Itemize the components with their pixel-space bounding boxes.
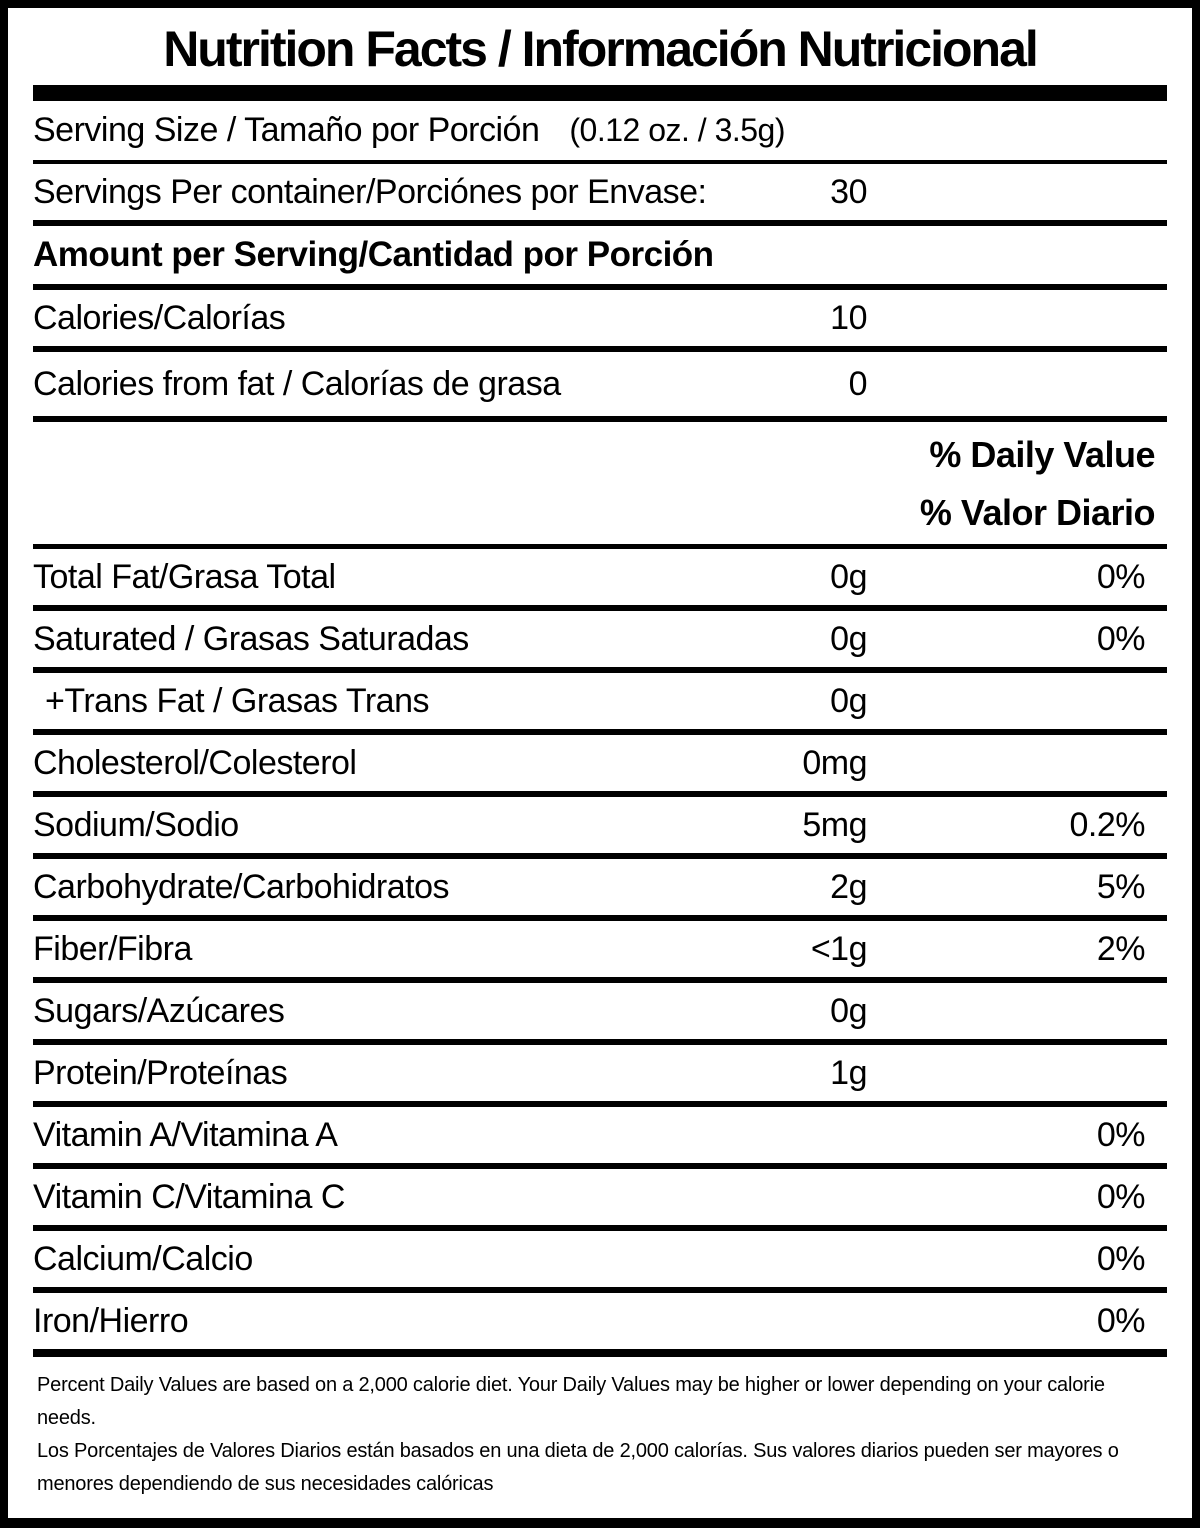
serving-size-row: Serving Size / Tamaño por Porción (0.12 …: [33, 101, 1167, 164]
calories-from-fat-row: Calories from fat / Calorías de grasa 0: [33, 352, 1167, 422]
nutrient-amount: 0g: [830, 991, 867, 1030]
nutrient-row-vitamin-c: Vitamin C/Vitamina C 0%: [33, 1169, 1167, 1231]
nutrient-amount: 1g: [830, 1053, 867, 1092]
nutrient-label: Vitamin A/Vitamina A: [33, 1115, 338, 1154]
nutrient-label: Vitamin C/Vitamina C: [33, 1177, 345, 1216]
nutrient-row-fiber: Fiber/Fibra <1g 2%: [33, 921, 1167, 983]
nutrient-row-calcium: Calcium/Calcio 0%: [33, 1231, 1167, 1293]
calories-label: Calories/Calorías: [33, 298, 286, 337]
servings-per-container-label: Servings Per container/Porciónes por Env…: [33, 172, 707, 211]
servings-per-container-value: 30: [830, 172, 867, 211]
nutrient-row-cholesterol: Cholesterol/Colesterol 0mg: [33, 735, 1167, 797]
nutrient-row-vitamin-a: Vitamin A/Vitamina A 0%: [33, 1107, 1167, 1169]
nutrient-amount: 0mg: [802, 743, 867, 782]
nutrient-percent: 0%: [1096, 557, 1146, 596]
daily-value-header: % Daily Value % Valor Diario: [33, 422, 1167, 549]
nutrient-amount: <1g: [810, 929, 868, 968]
nutrient-percent: 0%: [1096, 1301, 1146, 1340]
nutrient-amount: 0g: [830, 557, 867, 596]
nutrient-percent: 0%: [1096, 1115, 1146, 1154]
footnote-en: Percent Daily Values are based on a 2,00…: [37, 1374, 1105, 1429]
servings-per-container-row: Servings Per container/Porciónes por Env…: [33, 164, 1167, 226]
nutrient-percent: 0%: [1096, 1177, 1146, 1216]
nutrient-amount: 5mg: [802, 805, 867, 844]
daily-value-header-es: % Valor Diario: [919, 492, 1156, 533]
nutrient-row-sodium: Sodium/Sodio 5mg 0.2%: [33, 797, 1167, 859]
nutrient-label: Total Fat/Grasa Total: [33, 557, 336, 596]
nutrient-percent: 0%: [1096, 1239, 1146, 1278]
label-title: Nutrition Facts / Información Nutriciona…: [163, 21, 1039, 77]
nutrient-row-trans-fat: +Trans Fat / Grasas Trans 0g: [33, 673, 1167, 735]
footnote-es: Los Porcentajes de Valores Diarios están…: [37, 1440, 1119, 1495]
nutrient-amount: 2g: [830, 867, 867, 906]
nutrient-label: Sodium/Sodio: [33, 805, 239, 844]
nutrient-row-protein: Protein/Proteínas 1g: [33, 1045, 1167, 1107]
label-content: Nutrition Facts / Información Nutriciona…: [8, 8, 1192, 1501]
daily-value-header-en: % Daily Value: [929, 434, 1155, 475]
calories-row: Calories/Calorías 10: [33, 290, 1167, 352]
nutrient-label: Calcium/Calcio: [33, 1239, 253, 1278]
title-thick-rule: [33, 85, 1167, 101]
nutrient-row-carbohydrate: Carbohydrate/Carbohidratos 2g 5%: [33, 859, 1167, 921]
footnote-rule: [33, 1349, 1167, 1357]
nutrient-label: Carbohydrate/Carbohidratos: [33, 867, 450, 906]
serving-size-label: Serving Size / Tamaño por Porción: [33, 111, 540, 149]
nutrient-percent: 2%: [1096, 929, 1146, 968]
nutrient-label: Saturated / Grasas Saturadas: [33, 619, 469, 658]
nutrient-amount: 0g: [830, 619, 867, 658]
calories-value: 10: [830, 298, 867, 337]
nutrient-row-sugars: Sugars/Azúcares 0g: [33, 983, 1167, 1045]
nutrient-label: Protein/Proteínas: [33, 1053, 288, 1092]
serving-size-value: (0.12 oz. / 3.5g): [569, 112, 785, 148]
nutrient-label: Cholesterol/Colesterol: [33, 743, 357, 782]
nutrient-label: Fiber/Fibra: [33, 929, 192, 968]
nutrient-label: Iron/Hierro: [33, 1301, 189, 1340]
nutrient-percent: 0%: [1096, 619, 1146, 658]
calories-from-fat-value: 0: [848, 364, 868, 403]
nutrient-amount: 0g: [830, 681, 867, 720]
nutrient-label: +Trans Fat / Grasas Trans: [45, 681, 429, 720]
nutrient-row-saturated-fat: Saturated / Grasas Saturadas 0g 0%: [33, 611, 1167, 673]
amount-per-serving-heading: Amount per Serving/Cantidad por Porción: [33, 226, 1167, 290]
nutrient-percent: 0.2%: [1069, 805, 1146, 844]
calories-from-fat-label: Calories from fat / Calorías de grasa: [33, 364, 561, 403]
nutrient-label: Sugars/Azúcares: [33, 991, 285, 1030]
nutrient-row-total-fat: Total Fat/Grasa Total 0g 0%: [33, 549, 1167, 611]
footnote: Percent Daily Values are based on a 2,00…: [33, 1357, 1167, 1501]
amount-per-serving-heading-text: Amount per Serving/Cantidad por Porción: [33, 235, 714, 274]
nutrient-percent: 5%: [1096, 867, 1146, 906]
nutrient-row-iron: Iron/Hierro 0%: [33, 1293, 1167, 1349]
